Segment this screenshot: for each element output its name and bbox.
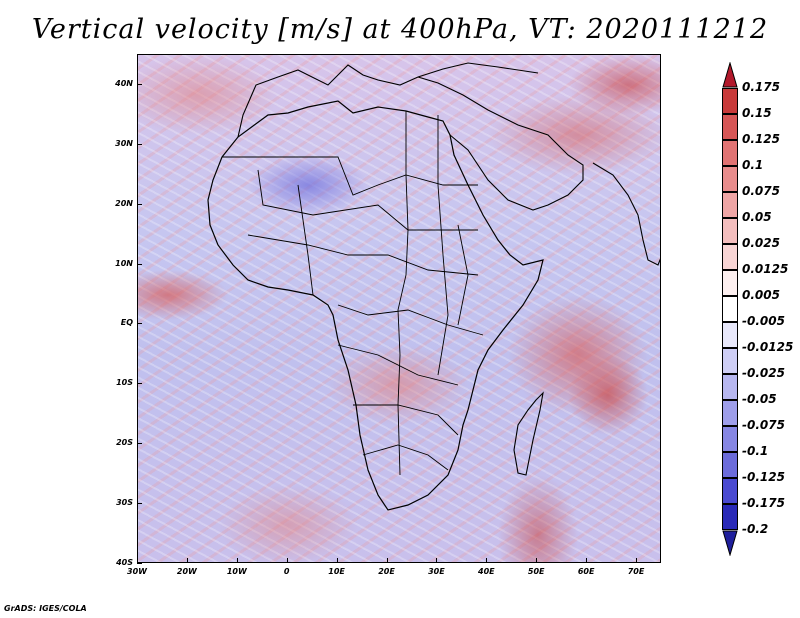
- colorbar-swatch: [722, 452, 738, 478]
- vertical-velocity-field: [138, 55, 660, 562]
- y-tick-label: 30S: [116, 498, 133, 508]
- colorbar-level-label: -0.075: [742, 418, 785, 432]
- x-tick-mark: [286, 558, 288, 563]
- colorbar-level-label: 0.005: [742, 288, 780, 302]
- colorbar-swatch: [722, 374, 738, 400]
- colorbar-swatch: [722, 400, 738, 426]
- x-tick-mark: [536, 558, 538, 563]
- coastlines-and-borders: [207, 62, 660, 511]
- footer-credit: GrADS: IGES/COLA: [4, 604, 87, 613]
- x-tick-label: 30E: [428, 567, 445, 576]
- colorbar-swatch: [722, 218, 738, 244]
- colorbar-swatch: [722, 140, 738, 166]
- y-tick-mark: [137, 143, 142, 145]
- x-tick-mark: [436, 558, 438, 563]
- x-tick-label: 50E: [527, 567, 545, 576]
- x-tick-label: 10E: [328, 567, 345, 576]
- x-tick-label: 0: [283, 567, 290, 576]
- colorbar-level-label: -0.025: [742, 366, 785, 380]
- colorbar-top-arrow-shape: [722, 62, 738, 88]
- colorbar-swatch: [722, 296, 738, 322]
- colorbar-bottom-arrow-shape: [722, 530, 738, 556]
- colorbar-level-label: -0.0125: [742, 340, 794, 354]
- colorbar-level-label: -0.125: [742, 470, 785, 484]
- colorbar-level-label: 0.175: [742, 80, 780, 94]
- x-tick-mark: [186, 558, 188, 563]
- colorbar-swatch: [722, 478, 738, 504]
- x-tick-label: 20W: [176, 567, 197, 576]
- colorbar-level-label: 0.075: [742, 184, 780, 198]
- colorbar-level-label: 0.15: [742, 106, 772, 120]
- colorbar-level-label: -0.005: [742, 314, 785, 328]
- y-tick-label: EQ: [120, 318, 133, 328]
- x-tick-mark: [586, 558, 588, 563]
- x-tick-mark: [636, 558, 638, 563]
- colorbar-swatch: [722, 504, 738, 530]
- y-tick-label: 20N: [115, 198, 133, 208]
- y-tick-label: 10S: [116, 378, 133, 388]
- colorbar-bottom-arrow: [722, 530, 738, 556]
- y-tick-mark: [137, 263, 142, 265]
- colorbar-level-label: -0.1: [742, 444, 769, 458]
- y-tick-mark: [137, 503, 142, 505]
- colorbar-level-label: 0.05: [742, 210, 772, 224]
- x-tick-mark: [386, 558, 388, 563]
- y-tick-mark: [137, 323, 142, 325]
- europe-coastline: [237, 62, 539, 138]
- colorbar-level-label: -0.2: [742, 522, 769, 536]
- india-coastline: [592, 162, 660, 266]
- colorbar-swatch: [722, 166, 738, 192]
- colorbar-level-label: 0.125: [742, 132, 780, 146]
- colorbar-level-label: 0.0125: [742, 262, 789, 276]
- colorbar-level-label: -0.175: [742, 496, 785, 510]
- x-tick-mark: [336, 558, 338, 563]
- map-panel: [137, 54, 661, 563]
- chart-title: Vertical velocity [m/s] at 400hPa, VT: 2…: [31, 14, 769, 45]
- colorbar-swatch: [722, 270, 738, 296]
- colorbar-swatch: [722, 322, 738, 348]
- colorbar-level-label: -0.05: [742, 392, 777, 406]
- x-tick-label: 10W: [226, 567, 247, 576]
- x-tick-mark: [236, 558, 238, 563]
- country-borders: [222, 111, 484, 476]
- colorbar-swatch: [722, 348, 738, 374]
- x-tick-label: 40E: [478, 567, 495, 576]
- colorbar-top-arrow: [722, 62, 738, 88]
- arabia-coastline: [417, 76, 584, 211]
- y-tick-mark: [137, 83, 142, 85]
- y-tick-mark: [137, 203, 142, 205]
- y-tick-mark: [137, 563, 142, 564]
- y-tick-label: 40S: [116, 558, 133, 567]
- x-tick-label: 60E: [577, 567, 595, 576]
- colorbar-swatch: [722, 244, 738, 270]
- y-tick-label: 40N: [115, 78, 133, 88]
- x-tick-label: 20E: [378, 567, 395, 576]
- x-tick-mark: [486, 558, 488, 563]
- y-tick-label: 20S: [116, 438, 133, 448]
- colorbar-swatch: [722, 192, 738, 218]
- colorbar-level-label: 0.025: [742, 236, 780, 250]
- colorbar-swatch: [722, 88, 738, 114]
- colorbar-swatch: [722, 114, 738, 140]
- y-tick-mark: [137, 383, 142, 385]
- x-tick-mark: [137, 558, 138, 563]
- x-tick-label: 70E: [627, 567, 645, 576]
- madagascar-coastline: [513, 391, 544, 476]
- y-tick-label: 10N: [115, 258, 133, 268]
- y-tick-mark: [137, 443, 142, 445]
- colorbar-swatch: [722, 426, 738, 452]
- colorbar-level-label: 0.1: [742, 158, 764, 172]
- africa-coastline: [207, 100, 544, 511]
- y-tick-label: 30N: [115, 138, 133, 148]
- x-tick-label: 30W: [127, 567, 147, 576]
